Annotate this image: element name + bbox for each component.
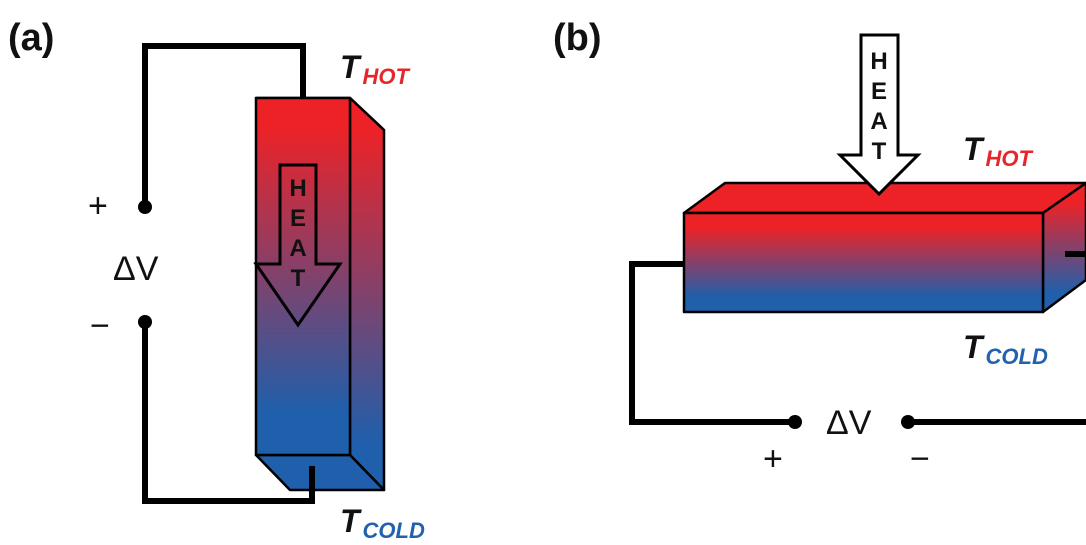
heat-letter-h: H — [870, 48, 887, 75]
bar-front-face — [254, 96, 352, 457]
left-wire — [629, 261, 795, 425]
heat-arrow — [836, 33, 922, 197]
negative-terminal — [138, 315, 152, 329]
heat-letter-e: E — [871, 78, 887, 105]
heat-arrow — [253, 163, 343, 328]
minus-sign: − — [910, 440, 930, 478]
t-hot-label: T HOT — [963, 131, 1034, 171]
positive-terminal — [138, 200, 152, 214]
panel-b: (b) ΔV + − H E A T T HOT T COLD — [553, 17, 1086, 478]
plus-sign: + — [763, 440, 783, 478]
negative-terminal — [901, 415, 915, 429]
minus-sign: − — [90, 307, 110, 345]
panel-a-label: (a) — [8, 17, 54, 59]
bar-side-face — [348, 96, 386, 492]
t-hot-label: T HOT — [340, 49, 411, 89]
heat-letter-a: A — [289, 235, 306, 262]
t-cold-label: T COLD — [963, 329, 1048, 369]
panel-a: (a) + − ΔV H E A T T HOT T COLD — [8, 17, 425, 543]
panel-b-label: (b) — [553, 17, 602, 59]
bar-front-face — [682, 211, 1045, 314]
heat-letter-h: H — [289, 175, 306, 202]
heat-letter-e: E — [290, 205, 306, 232]
plus-sign: + — [88, 187, 108, 225]
positive-terminal — [788, 415, 802, 429]
heat-letter-a: A — [870, 108, 887, 135]
heat-letter-t: T — [872, 138, 887, 165]
top-wire — [142, 43, 306, 207]
delta-v-label: ΔV — [826, 404, 872, 442]
delta-v-label: ΔV — [113, 250, 159, 288]
heat-letter-t: T — [291, 265, 306, 292]
t-cold-label: T COLD — [340, 503, 425, 543]
